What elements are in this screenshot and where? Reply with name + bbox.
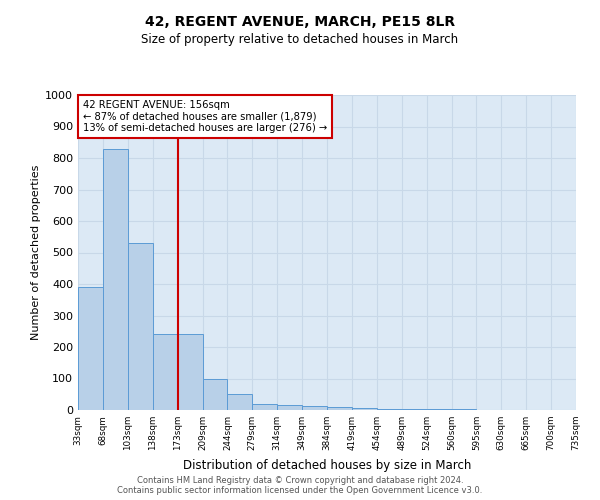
Bar [377,408,402,410]
Text: Contains HM Land Registry data © Crown copyright and database right 2024.
Contai: Contains HM Land Registry data © Crown c… [118,476,482,495]
X-axis label: Distribution of detached houses by size in March: Distribution of detached houses by size … [183,458,471,471]
Bar [253,404,277,410]
Bar [277,406,302,410]
Bar [103,148,128,410]
Bar [153,334,178,410]
Text: Size of property relative to detached houses in March: Size of property relative to detached ho… [142,32,458,46]
Y-axis label: Number of detached properties: Number of detached properties [31,165,41,340]
Bar [78,287,103,410]
Text: 42, REGENT AVENUE, MARCH, PE15 8LR: 42, REGENT AVENUE, MARCH, PE15 8LR [145,15,455,29]
Text: 42 REGENT AVENUE: 156sqm
← 87% of detached houses are smaller (1,879)
13% of sem: 42 REGENT AVENUE: 156sqm ← 87% of detach… [83,100,327,133]
Bar [128,243,153,410]
Bar [178,334,203,410]
Bar [203,380,227,410]
Bar [402,409,427,410]
Bar [352,408,377,410]
Bar [302,406,327,410]
Bar [327,408,352,410]
Bar [227,394,253,410]
